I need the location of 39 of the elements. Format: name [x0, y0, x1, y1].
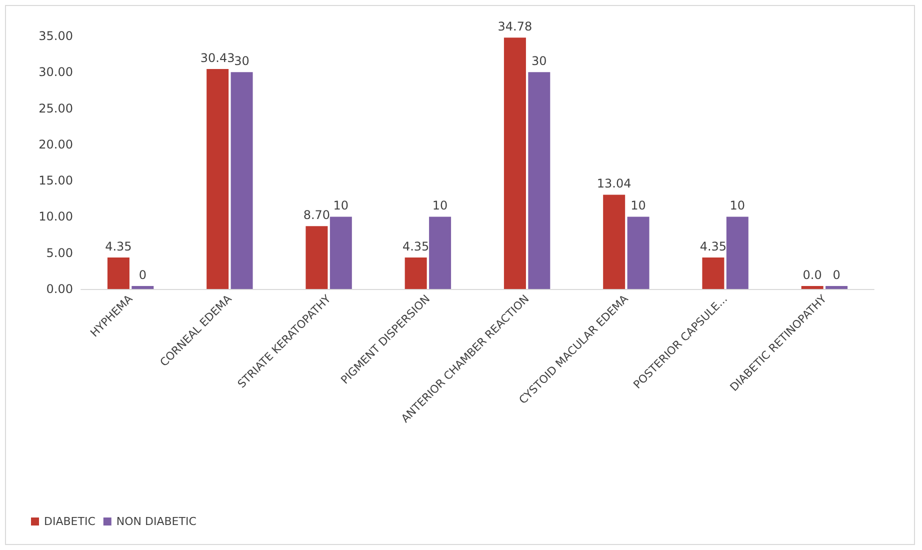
y-tick-label: 5.00: [46, 246, 73, 260]
data-label: 0.0: [802, 268, 822, 282]
y-tick-label: 0.00: [46, 282, 73, 296]
bar: [528, 72, 550, 289]
bar: [603, 194, 626, 289]
data-label: 4.35: [402, 240, 430, 254]
bar: [230, 72, 253, 289]
y-tick-label: 15.00: [38, 174, 73, 188]
data-label: 10: [432, 198, 448, 213]
bar: [107, 258, 130, 289]
bar: [404, 258, 427, 289]
data-label: 10: [730, 198, 746, 213]
bar: [429, 216, 452, 289]
bar: [330, 216, 352, 289]
data-label: 0: [138, 268, 146, 282]
bar: [702, 258, 724, 289]
data-label: 4.35: [105, 240, 132, 254]
data-label: 34.78: [498, 20, 532, 34]
data-label: 0: [832, 268, 840, 282]
bar: [726, 216, 748, 289]
bar: [504, 38, 526, 289]
data-label: 30: [532, 54, 547, 68]
data-label: 4.35: [700, 240, 727, 254]
data-label: 10: [630, 198, 646, 213]
y-tick-label: 25.00: [38, 101, 73, 116]
data-label: 10: [333, 198, 349, 213]
y-tick-label: 35.00: [38, 29, 73, 43]
bar: [627, 216, 650, 289]
bar: [306, 226, 328, 289]
y-tick-label: 30.00: [38, 65, 73, 80]
legend-label: DIABETIC: [44, 515, 96, 528]
y-tick-label: 10.00: [38, 210, 73, 224]
data-label: 8.70: [303, 208, 330, 222]
bar: [206, 69, 229, 289]
legend-label: NON DIABETIC: [116, 515, 197, 528]
data-label: 30.43: [200, 51, 235, 66]
data-label: 13.04: [596, 176, 632, 191]
y-tick-label: 20.00: [38, 137, 73, 152]
data-label: 30: [234, 54, 250, 68]
